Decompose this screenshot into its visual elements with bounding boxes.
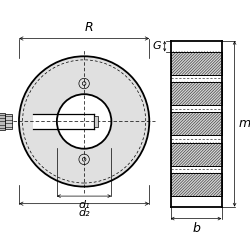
Polygon shape (19, 56, 149, 186)
Bar (170, 52, 222, 74)
Text: b: b (192, 222, 200, 235)
Bar (170, 74, 222, 82)
Text: m: m (239, 117, 250, 130)
Circle shape (57, 94, 111, 149)
Bar (170, 166, 222, 173)
Text: d₁: d₁ (78, 200, 90, 210)
Bar (170, 105, 222, 112)
Bar (170, 82, 222, 105)
Bar (170, 135, 222, 143)
Bar (33, 114, 94, 129)
Bar (170, 112, 222, 135)
Bar (170, 173, 222, 196)
Bar (170, 196, 222, 207)
Bar (5, 114, 12, 129)
Bar (94, 116, 98, 127)
Bar (0, 113, 5, 130)
Bar (170, 143, 222, 166)
Text: G: G (152, 41, 161, 51)
Text: R: R (84, 21, 93, 34)
Text: d₂: d₂ (78, 208, 90, 218)
Bar (170, 41, 222, 52)
